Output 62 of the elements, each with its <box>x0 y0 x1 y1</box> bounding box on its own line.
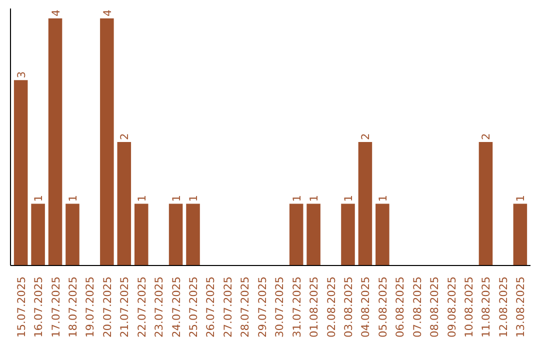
data-label: 1 <box>514 194 528 202</box>
bar <box>66 204 80 266</box>
bar <box>358 142 372 266</box>
x-tick-label: 02.08.2025 <box>324 276 338 338</box>
x-tick-label: 20.07.2025 <box>100 276 114 338</box>
x-tick-label: 28.07.2025 <box>238 276 252 338</box>
x-tick-label: 01.08.2025 <box>308 276 321 338</box>
bar <box>117 142 132 266</box>
bar <box>168 204 183 266</box>
x-tick-label: 11.08.2025 <box>480 276 493 338</box>
x-tick-label: 24.07.2025 <box>170 276 183 338</box>
x-tick-label: 03.08.2025 <box>342 276 355 338</box>
x-tick-label: 27.07.2025 <box>221 276 234 338</box>
bar <box>513 204 528 266</box>
x-tick-label: 06.08.2025 <box>394 276 407 338</box>
data-label: 2 <box>480 133 493 140</box>
x-tick-label: 05.08.2025 <box>376 276 390 338</box>
x-tick-label: 17.07.2025 <box>49 276 62 338</box>
x-tick-label: 29.07.2025 <box>256 276 269 338</box>
data-label: 1 <box>170 194 183 202</box>
x-tick-label: 22.07.2025 <box>135 276 148 338</box>
data-label: 1 <box>32 194 46 202</box>
bar <box>376 204 390 266</box>
x-tick-label: 09.08.2025 <box>445 276 458 338</box>
x-tick-label: 13.08.2025 <box>514 276 528 338</box>
x-tick-label: 23.07.2025 <box>152 276 166 338</box>
bar <box>100 18 114 266</box>
x-tick-label: 08.08.2025 <box>428 276 442 338</box>
x-tick-label: 04.08.2025 <box>359 276 372 338</box>
bar <box>478 142 493 266</box>
data-label: 2 <box>359 133 372 140</box>
bar <box>14 80 28 266</box>
bar <box>289 204 304 266</box>
data-label: 1 <box>187 194 200 202</box>
data-label: 1 <box>135 194 148 202</box>
data-label: 1 <box>290 194 304 202</box>
data-label: 4 <box>49 9 62 16</box>
x-tick-label: 10.08.2025 <box>462 276 476 338</box>
data-label: 1 <box>308 194 321 202</box>
x-tick-label: 12.08.2025 <box>496 276 510 338</box>
x-tick-label: 25.07.2025 <box>187 276 200 338</box>
bar <box>186 204 200 266</box>
data-label: 4 <box>100 9 114 16</box>
bar <box>341 204 355 266</box>
data-label: 2 <box>118 133 132 140</box>
x-tick-label: 18.07.2025 <box>66 276 80 338</box>
bar <box>31 204 45 266</box>
x-tick-label: 31.07.2025 <box>290 276 304 338</box>
data-label: 1 <box>342 194 355 202</box>
x-tick-label: 26.07.2025 <box>204 276 218 338</box>
bar <box>306 204 320 266</box>
x-tick-label: 21.07.2025 <box>118 276 132 338</box>
bar <box>134 204 148 266</box>
data-label: 1 <box>376 194 390 202</box>
x-tick-label: 16.07.2025 <box>32 276 46 338</box>
x-tick-label: 07.08.2025 <box>410 276 424 338</box>
data-label: 3 <box>14 71 28 78</box>
data-label: 1 <box>66 194 80 202</box>
bar <box>48 18 62 266</box>
x-tick-label: 30.07.2025 <box>273 276 286 338</box>
x-tick-label: 15.07.2025 <box>14 276 28 338</box>
x-tick-label: 19.07.2025 <box>84 276 97 338</box>
